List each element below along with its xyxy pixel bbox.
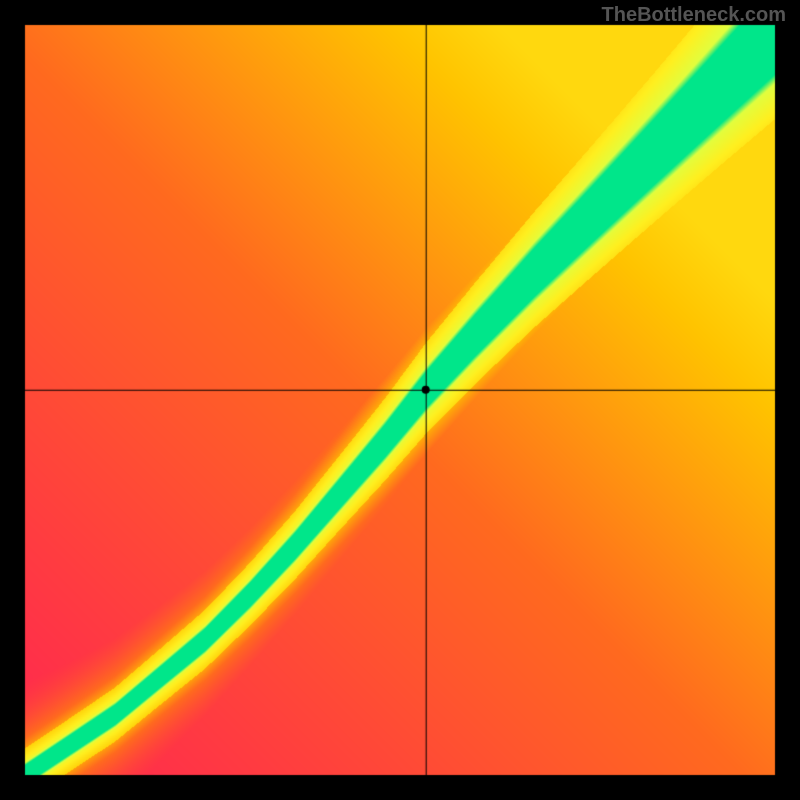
chart-container: TheBottleneck.com: [0, 0, 800, 800]
watermark-text: TheBottleneck.com: [602, 4, 786, 27]
bottleneck-heatmap-canvas: [0, 0, 800, 800]
